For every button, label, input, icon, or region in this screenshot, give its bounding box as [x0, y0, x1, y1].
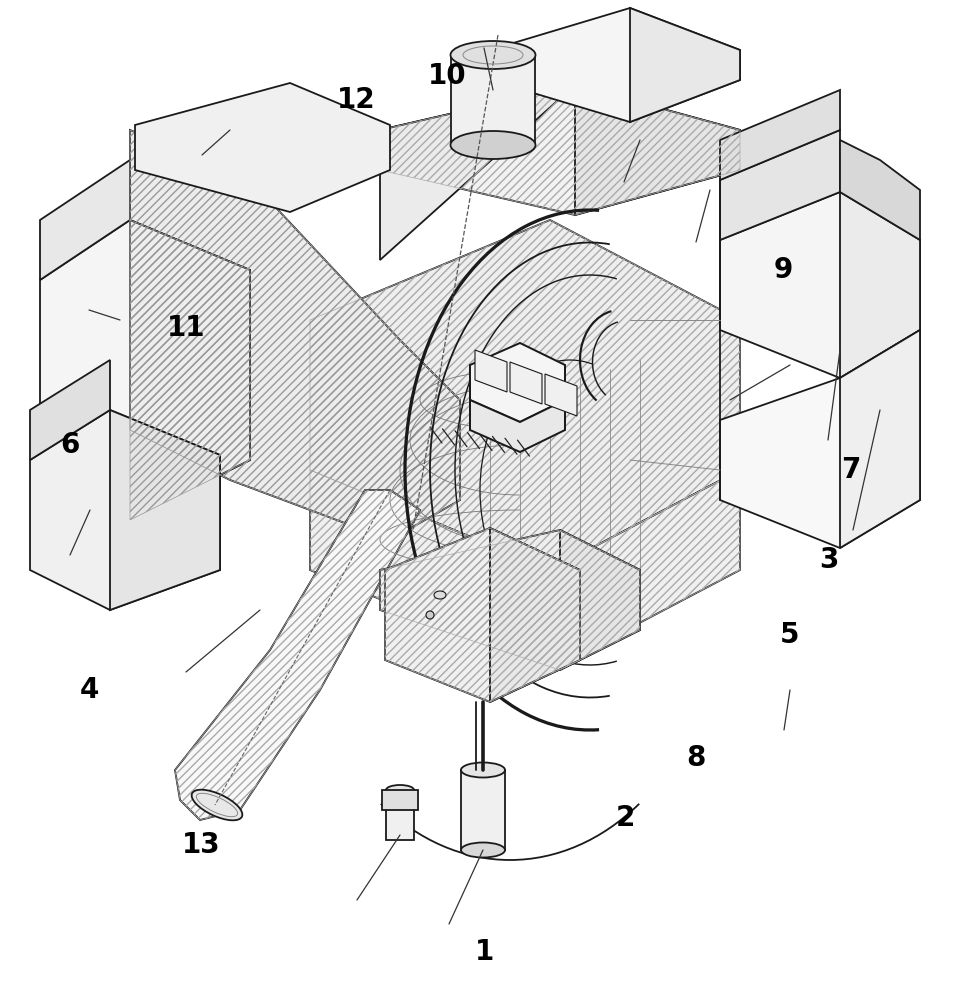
Polygon shape — [130, 130, 460, 540]
Polygon shape — [470, 400, 565, 452]
Polygon shape — [135, 83, 390, 212]
Polygon shape — [30, 410, 220, 610]
Polygon shape — [840, 330, 920, 548]
Polygon shape — [380, 85, 740, 215]
Polygon shape — [510, 362, 542, 404]
Polygon shape — [386, 790, 414, 840]
Ellipse shape — [192, 790, 242, 820]
Text: 6: 6 — [60, 431, 79, 459]
Polygon shape — [490, 528, 580, 702]
Polygon shape — [720, 330, 920, 548]
Polygon shape — [470, 343, 565, 422]
Polygon shape — [310, 220, 740, 570]
Polygon shape — [40, 220, 250, 520]
Polygon shape — [110, 410, 220, 610]
Polygon shape — [175, 490, 420, 820]
Polygon shape — [380, 530, 640, 670]
Polygon shape — [560, 530, 640, 670]
Text: 8: 8 — [686, 744, 705, 772]
Polygon shape — [382, 790, 418, 810]
Text: 10: 10 — [428, 62, 467, 90]
Polygon shape — [461, 770, 505, 850]
Ellipse shape — [451, 41, 536, 69]
Text: 1: 1 — [475, 938, 494, 966]
Polygon shape — [720, 90, 840, 180]
Ellipse shape — [461, 762, 505, 778]
Ellipse shape — [426, 611, 434, 619]
Polygon shape — [490, 8, 740, 122]
Polygon shape — [575, 85, 740, 215]
Ellipse shape — [461, 842, 505, 857]
Ellipse shape — [434, 591, 446, 599]
Polygon shape — [130, 220, 250, 520]
Text: 7: 7 — [841, 456, 860, 484]
Text: 12: 12 — [337, 86, 376, 114]
Polygon shape — [630, 8, 740, 122]
Polygon shape — [40, 160, 130, 280]
Polygon shape — [380, 85, 575, 260]
Polygon shape — [840, 192, 920, 378]
Text: 3: 3 — [819, 546, 838, 574]
Polygon shape — [545, 374, 577, 416]
Polygon shape — [475, 350, 507, 392]
Ellipse shape — [451, 131, 536, 159]
Polygon shape — [310, 470, 740, 670]
Polygon shape — [720, 130, 840, 240]
Polygon shape — [451, 55, 535, 145]
Polygon shape — [840, 140, 920, 240]
Text: 13: 13 — [182, 831, 221, 859]
Polygon shape — [385, 528, 580, 702]
Text: 11: 11 — [167, 314, 205, 342]
Ellipse shape — [386, 785, 414, 795]
Text: 9: 9 — [773, 256, 793, 284]
Polygon shape — [30, 360, 110, 460]
Text: 2: 2 — [615, 804, 635, 832]
Text: 4: 4 — [79, 676, 99, 704]
Text: 5: 5 — [780, 621, 799, 649]
Polygon shape — [720, 192, 920, 378]
